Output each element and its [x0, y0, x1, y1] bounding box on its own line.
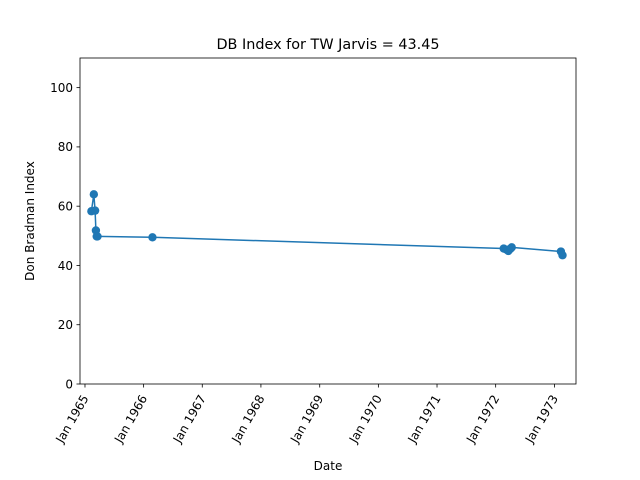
- y-tick-label: 100: [50, 81, 73, 95]
- x-tick-label: Jan 1965: [53, 393, 92, 447]
- y-axis-label: Don Bradman Index: [23, 161, 37, 281]
- data-point: [558, 251, 567, 260]
- x-tick-label: Jan 1968: [228, 393, 267, 447]
- y-axis: 0 20 40 60 80 100: [50, 81, 80, 391]
- data-point: [90, 206, 100, 215]
- x-tick-label: Jan 1967: [170, 393, 209, 447]
- series-line: [90, 193, 564, 256]
- data-point: [93, 232, 102, 241]
- x-tick-label: Jan 1970: [346, 393, 385, 447]
- y-tick-label: 80: [58, 140, 73, 154]
- x-tick-label: Jan 1973: [522, 393, 561, 447]
- x-axis: Jan 1965 Jan 1966 Jan 1967 Jan 1968 Jan 1969…: [53, 384, 561, 447]
- y-tick-label: 40: [58, 259, 73, 273]
- x-tick-label: Jan 1971: [405, 393, 444, 447]
- x-tick-label: Jan 1969: [287, 393, 326, 447]
- y-tick-label: 0: [65, 377, 73, 391]
- x-tick-label: Jan 1972: [463, 393, 502, 447]
- x-axis-label: Date: [314, 459, 343, 473]
- x-tick-label: Jan 1966: [111, 393, 150, 447]
- data-point: [89, 190, 99, 199]
- data-point: [507, 243, 516, 252]
- data-point: [148, 233, 157, 242]
- y-tick-label: 60: [58, 199, 73, 213]
- series-line-group: [90, 193, 564, 256]
- chart-title: DB Index for TW Jarvis = 43.45: [216, 37, 439, 53]
- plot-frame: [79, 57, 577, 385]
- y-tick-label: 20: [58, 318, 73, 332]
- series-point-group: [87, 190, 567, 260]
